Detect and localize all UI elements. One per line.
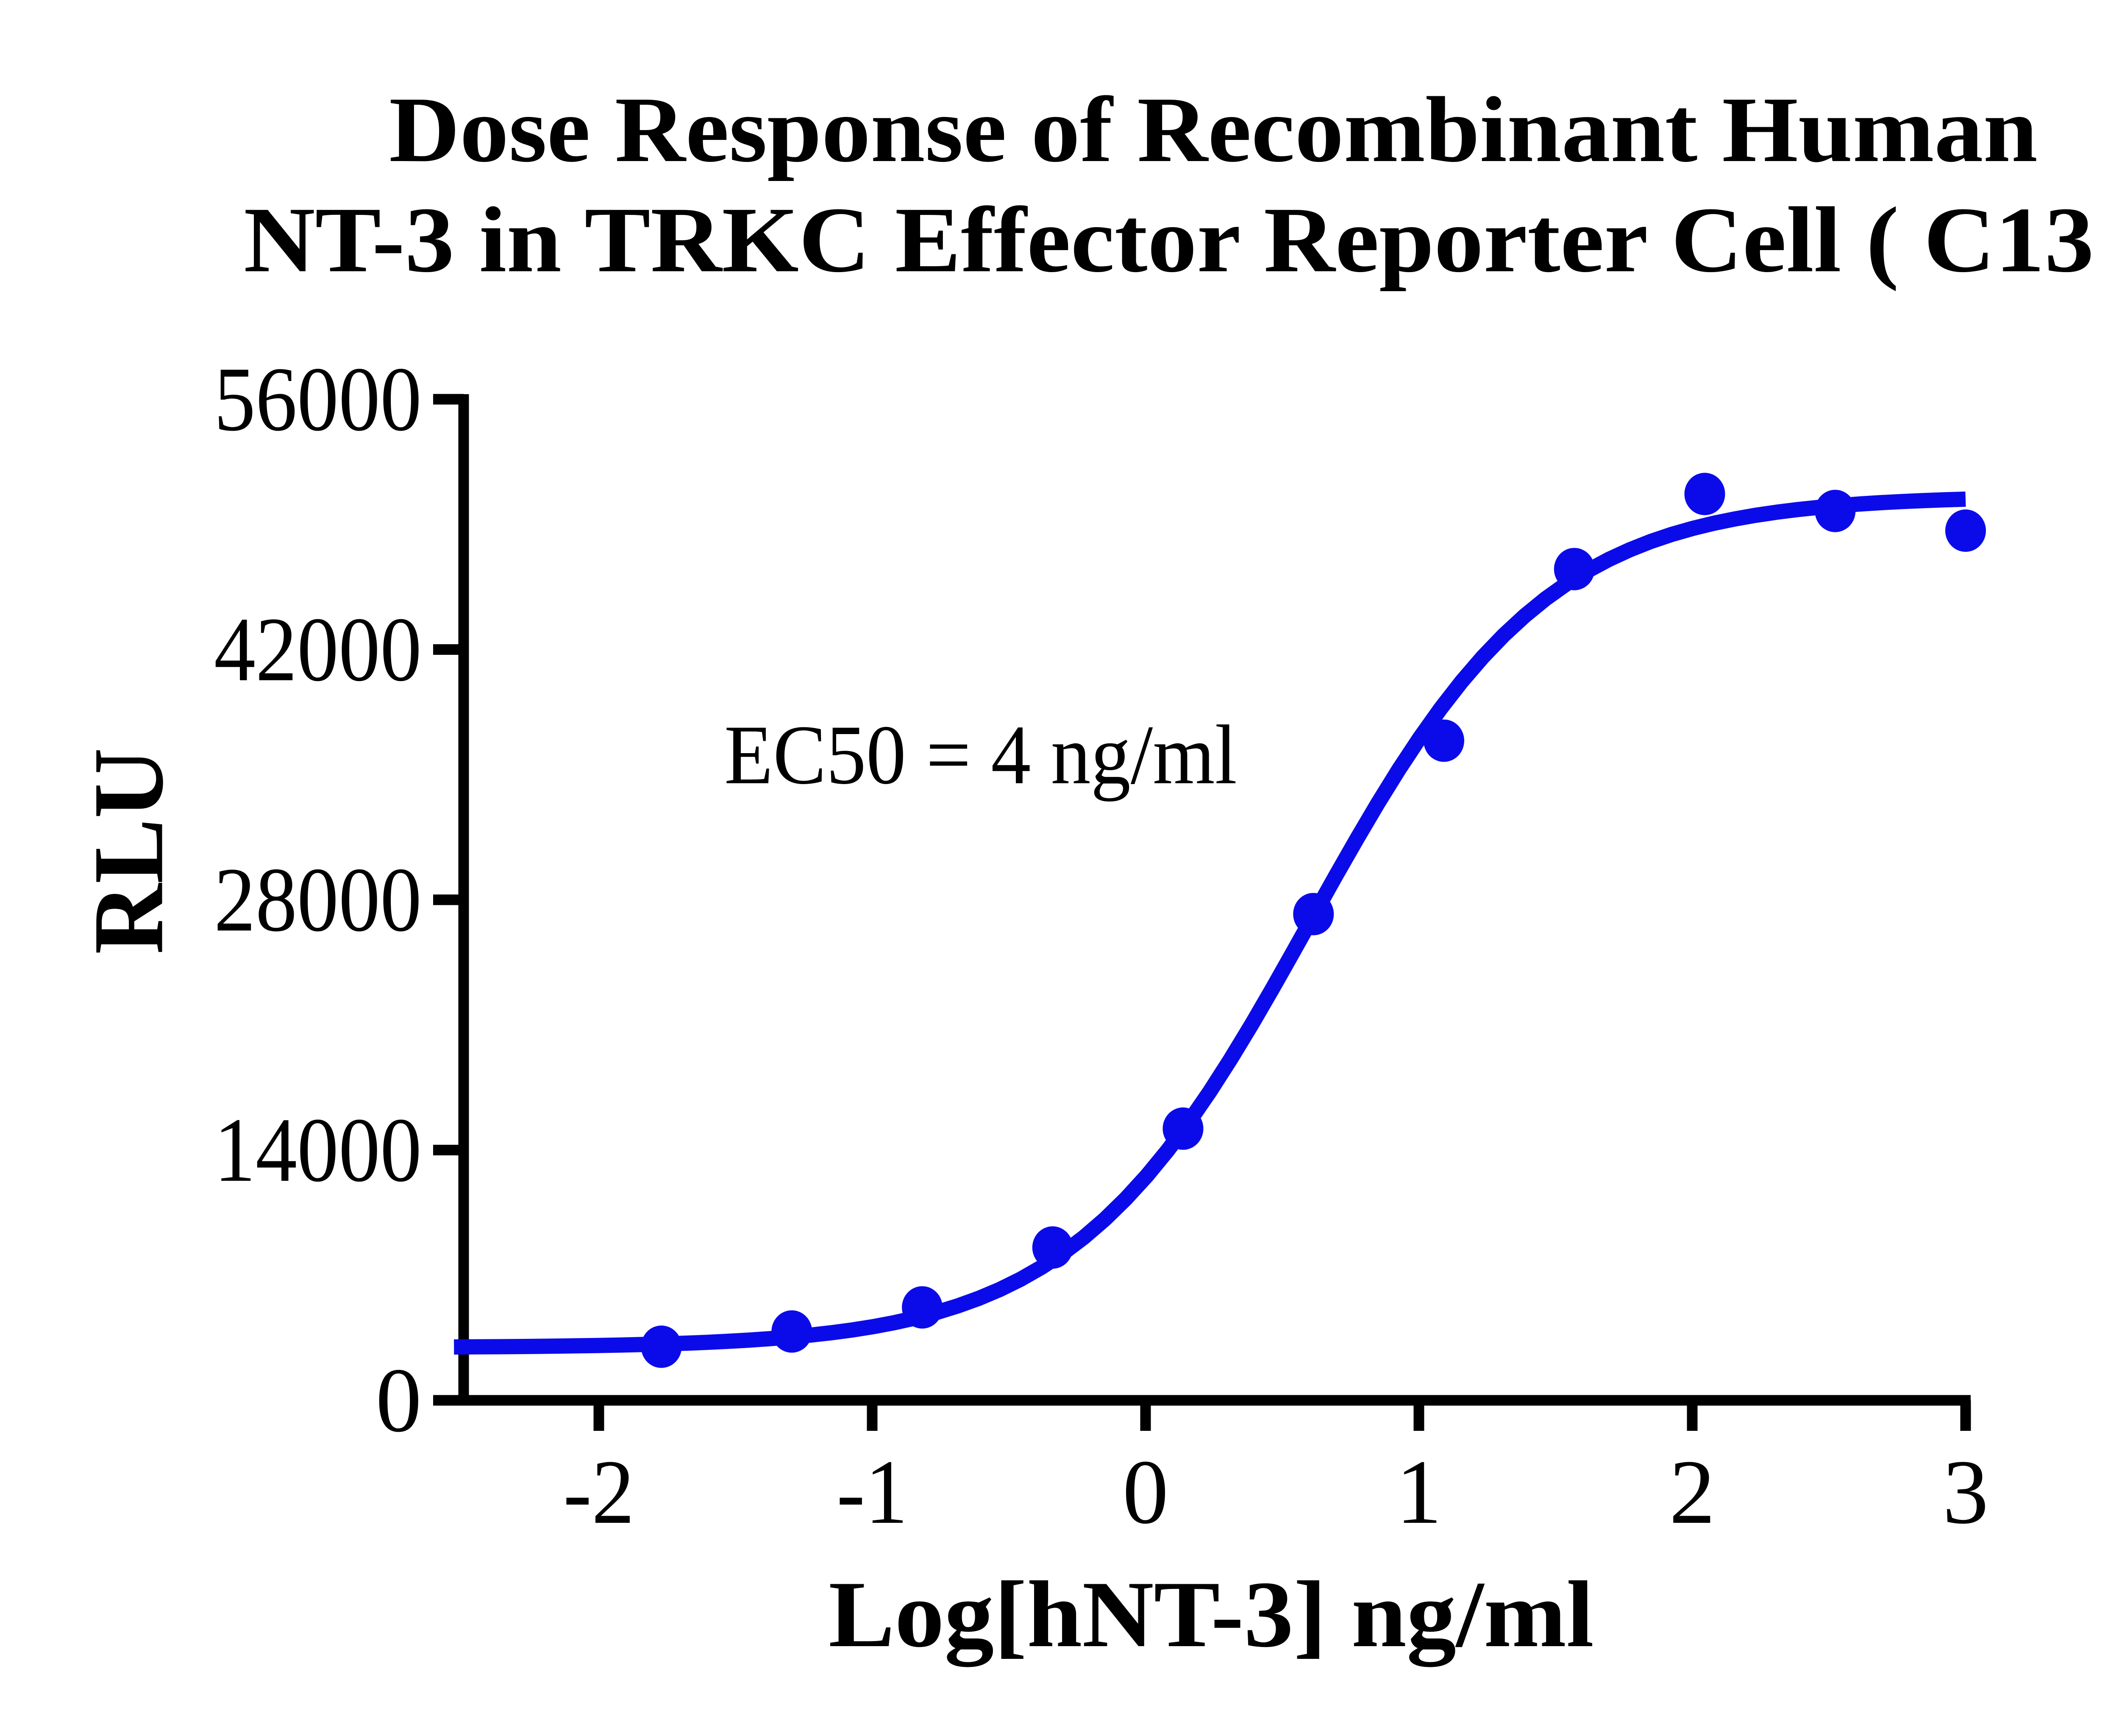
svg-text:14000: 14000	[214, 1099, 422, 1201]
svg-text:Log[hNT-3] ng/ml: Log[hNT-3] ng/ml	[829, 1562, 1594, 1667]
svg-text:42000: 42000	[214, 598, 422, 700]
svg-text:1: 1	[1396, 1441, 1442, 1543]
svg-text:Dose Response of Recombinant H: Dose Response of Recombinant Human	[389, 78, 2038, 181]
svg-text:28000: 28000	[214, 849, 422, 951]
svg-text:3: 3	[1943, 1441, 1989, 1543]
svg-text:-1: -1	[837, 1441, 908, 1543]
svg-text:EC50 = 4 ng/ml: EC50 = 4 ng/ml	[724, 708, 1237, 802]
svg-text:2: 2	[1669, 1441, 1716, 1543]
svg-text:RLU: RLU	[73, 748, 184, 954]
svg-text:-2: -2	[563, 1441, 634, 1543]
svg-text:0: 0	[376, 1349, 422, 1451]
svg-text:0: 0	[1123, 1441, 1169, 1543]
svg-text:NT-3 in TRKC Effector Reporter: NT-3 in TRKC Effector Reporter Cell ( C1…	[244, 188, 2119, 292]
svg-text:56000: 56000	[214, 348, 422, 450]
